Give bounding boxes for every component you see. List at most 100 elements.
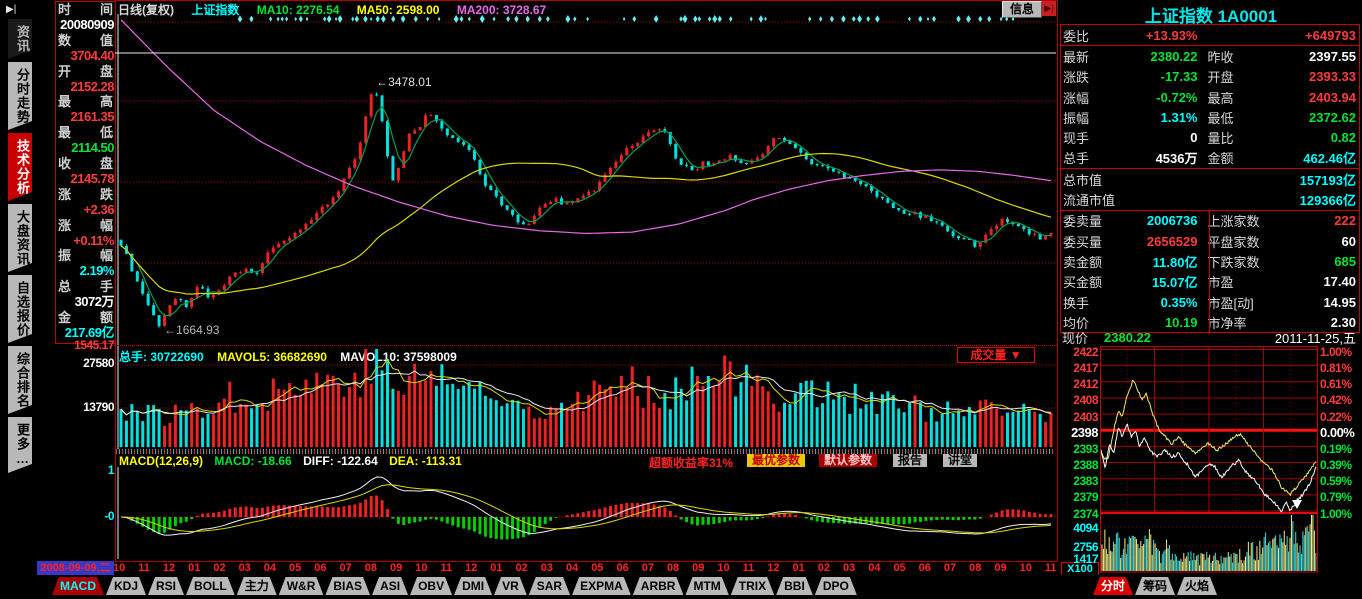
quote-row: 委比 +13.93% +649793 — [1061, 25, 1359, 45]
mini-price-scale-label: 2388 — [1073, 458, 1098, 473]
indicator-tab-arbr[interactable]: ARBR — [633, 577, 684, 595]
indicator-tab-mtm[interactable]: MTM — [685, 577, 728, 595]
volume-indicator-dropdown[interactable]: 成交量 ▼ — [957, 347, 1035, 363]
period-label[interactable]: 日线(复权) — [118, 3, 174, 17]
indicator-tab-dpo[interactable]: DPO — [815, 577, 857, 595]
indicator-tab-asi[interactable]: ASI — [372, 577, 408, 595]
time-axis-month: 06 — [616, 562, 629, 574]
indicator-tab-vr[interactable]: VR — [494, 577, 527, 595]
report-button[interactable]: 报告 — [892, 454, 927, 467]
time-axis-month: 01 — [490, 562, 503, 574]
indicator-tab-kdj[interactable]: KDJ — [106, 577, 146, 595]
indicator-tab-trix[interactable]: TRIX — [731, 577, 774, 595]
indicator-tab-sar[interactable]: SAR — [529, 577, 570, 595]
time-axis-month: 04 — [566, 562, 579, 574]
sidebar-item-7[interactable]: 更多… — [8, 417, 32, 473]
quote-label: 委比 — [1063, 28, 1090, 44]
indicator-tab-obv[interactable]: OBV — [410, 577, 452, 595]
spot-label: 现价 — [1062, 330, 1089, 346]
quote-value: 2656529 — [1146, 233, 1198, 249]
quote-value: 222 — [1334, 213, 1356, 229]
indicator-tab-主力[interactable]: 主力 — [237, 577, 277, 595]
quote-label: 买金额 — [1063, 275, 1103, 291]
quote-row: 总手 4536万 金额 462.46亿 — [1061, 148, 1359, 168]
right-tab-火焰[interactable]: 火焰 — [1177, 577, 1217, 595]
time-axis-month: 12 — [465, 562, 478, 574]
quote-value: 157193亿 — [1299, 172, 1356, 188]
lecture-button[interactable]: 讲堂 — [942, 454, 977, 467]
quote-value: 685 — [1334, 253, 1356, 269]
right-tab-分时[interactable]: 分时 — [1093, 577, 1133, 595]
time-axis-month: 01 — [792, 562, 805, 574]
sidebar-item-5[interactable]: 自选报价 — [8, 275, 32, 343]
sidebar-item-2[interactable]: 分时走势 — [8, 62, 32, 130]
indicator-tab-expma[interactable]: EXPMA — [572, 577, 631, 595]
volume-chart[interactable] — [115, 346, 1056, 449]
default-params-button[interactable]: 默认参数 — [818, 454, 877, 467]
time-axis-month: 12 — [162, 562, 176, 574]
sidebar-item-6[interactable]: 综合排名 — [8, 346, 32, 414]
mini-price-scale-label: 2417 — [1073, 361, 1098, 376]
time-axis-month: 08 — [666, 562, 680, 574]
jump-to-latest-icon[interactable]: ▶| — [1042, 1, 1056, 16]
quote-label: 委买量 — [1063, 234, 1103, 250]
time-axis-month: 10 — [717, 562, 730, 574]
info-button[interactable]: 信息 — [1002, 1, 1042, 18]
tick-texture-strip — [116, 449, 1055, 454]
quote-row: 最新 2380.22 昨收 2397.55 — [1061, 46, 1359, 66]
intraday-chart-svg[interactable] — [1100, 346, 1318, 574]
time-axis-month: 11 — [138, 562, 150, 574]
sidebar-item-3[interactable]: 技术分析 — [8, 133, 32, 201]
indicator-tab-macd[interactable]: MACD — [52, 577, 104, 595]
optimal-params-button[interactable]: 最优参数 — [746, 454, 805, 467]
quote-label: 开盘 — [1207, 70, 1234, 86]
candlestick-chart[interactable]: ←3478.01 ←1664.93 — [115, 14, 1056, 345]
time-axis-month: 02 — [817, 562, 830, 574]
indicator-tab-bbi[interactable]: BBI — [776, 577, 813, 595]
sidebar-item-4[interactable]: 大盘资讯 — [8, 204, 32, 272]
quote-value: +649793 — [1305, 27, 1356, 43]
quote-label: 最高 — [1207, 90, 1234, 106]
diff-value-label: DIFF: -122.64 — [303, 454, 378, 468]
macd-chart[interactable] — [115, 467, 1056, 559]
quote-value: 462.46亿 — [1303, 151, 1356, 167]
field-label: 金额 — [58, 309, 113, 325]
quote-row: 涨幅 -0.72% 最高 2403.94 — [1061, 87, 1359, 107]
right-tab-筹码[interactable]: 筹码 — [1135, 577, 1175, 595]
time-axis-month: 03 — [540, 562, 554, 574]
quote-value: 0 — [1190, 130, 1198, 146]
time-axis-month: 07 — [943, 562, 957, 574]
time-axis-month: 02 — [515, 562, 528, 574]
time-axis-month: 09 — [994, 562, 1007, 574]
panel-divider — [115, 345, 1057, 346]
field-value: +2.36 — [83, 201, 115, 217]
time-axis-month: 09 — [389, 562, 403, 574]
mini-price-scale-label: 2422 — [1073, 345, 1098, 359]
time-axis-month: 03 — [238, 562, 251, 574]
sidebar-item-1[interactable]: 资讯 — [8, 19, 32, 59]
indicator-tab-w&r[interactable]: W&R — [279, 577, 324, 595]
quote-value: 14.95 — [1323, 294, 1356, 310]
indicator-tab-boll[interactable]: BOLL — [186, 577, 235, 595]
quote-value: 4536万 — [1155, 151, 1198, 167]
collapse-sidebar-icon[interactable]: ▶| — [6, 4, 17, 15]
mini-price-scale-label: 2393 — [1073, 441, 1098, 456]
indicator-tab-bias[interactable]: BIAS — [325, 577, 370, 595]
mini-pct-scale-label: 0.81% — [1320, 361, 1352, 376]
mini-price-scale-label: 2379 — [1073, 490, 1098, 505]
field-label: 最低 — [58, 125, 113, 141]
quote-value: 0.82 — [1330, 130, 1356, 146]
quote-label: 流通市值 — [1063, 193, 1116, 209]
quote-row: 涨跌 -17.33 开盘 2393.33 — [1061, 67, 1359, 87]
time-axis-month: 01 — [188, 562, 201, 574]
time-axis-month: 05 — [893, 562, 906, 574]
indicator-tab-rsi[interactable]: RSI — [148, 577, 184, 595]
quote-label: 总手 — [1063, 151, 1090, 167]
quote-label: 现手 — [1063, 131, 1090, 147]
field-label: 开盘 — [58, 63, 113, 79]
mini-pct-scale-label: 0.22% — [1320, 409, 1352, 424]
quote-value: 2006736 — [1146, 213, 1198, 229]
indicator-tabs: MACD KDJ RSI BOLL 主力 W&R BIAS ASI OBV DMI VR SAR EXP… — [52, 577, 859, 595]
quote-value: 2380.22 — [1150, 48, 1198, 64]
indicator-tab-dmi[interactable]: DMI — [454, 577, 492, 595]
